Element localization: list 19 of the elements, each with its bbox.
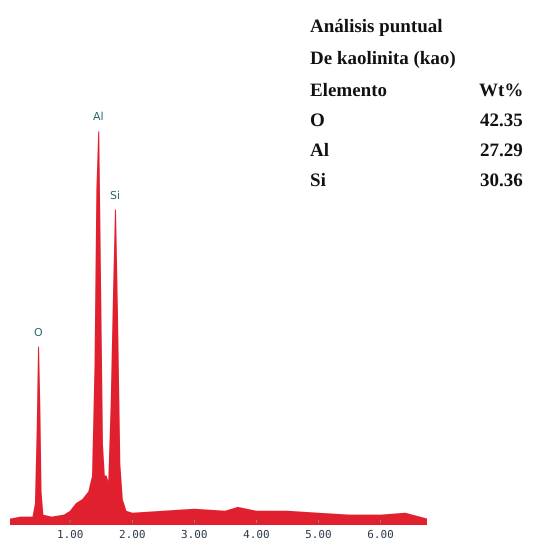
annotation: Al [310,140,329,161]
text: Elemento [310,80,388,101]
x-tick-label: 2.00 [119,528,146,542]
text: 42.35 [480,110,523,131]
chart-subtitle: De kaolinita (kao) [310,48,456,69]
annotation: Si [110,189,120,202]
x-tick-label: 5.00 [305,528,332,542]
x-tick-label: 6.00 [367,528,394,542]
x-tick-label: 1.00 [56,528,84,542]
annotation: Si [310,170,326,191]
annotation: O [34,326,43,339]
annotation: Al [93,110,104,123]
x-tick-label: 3.00 [181,528,208,542]
text: Wt% [479,80,524,101]
text: O [310,110,325,131]
text: 27.29 [480,140,523,161]
text: 30.36 [480,170,523,191]
chart-title: Análisis puntual [310,16,443,37]
x-tick-label: 4.00 [243,528,270,542]
